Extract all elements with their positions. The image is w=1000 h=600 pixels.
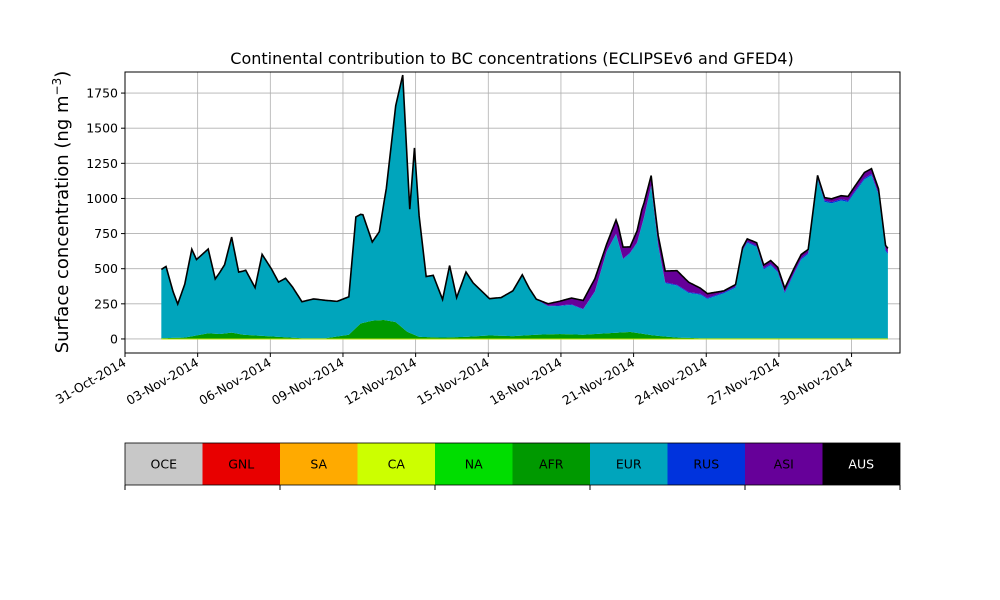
x-tick-label: 15-Nov-2014	[414, 355, 492, 408]
y-axis-label-main: Surface concentration (ng m	[52, 95, 73, 353]
legend: OCE GNL SA CA NA AFR EUR RUS ASI AUS	[124, 442, 901, 490]
legend-label: OCE	[151, 457, 178, 472]
x-axis: 31-Oct-201403-Nov-201406-Nov-201409-Nov-…	[53, 353, 855, 408]
legend-swatch-na	[435, 443, 513, 485]
y-tick-label: 250	[94, 296, 118, 311]
legend-label: CA	[388, 457, 406, 472]
y-tick-label: 1000	[86, 191, 118, 206]
legend-label: EUR	[616, 457, 642, 472]
legend-swatch-gnl	[202, 443, 280, 485]
y-axis-label-end: )	[52, 71, 73, 78]
x-tick-label: 06-Nov-2014	[196, 355, 274, 408]
plot-areas	[161, 75, 888, 339]
y-tick-label: 500	[94, 261, 118, 276]
x-tick-label: 24-Nov-2014	[632, 355, 710, 408]
area-afr	[161, 319, 888, 339]
y-tick-label: 1750	[86, 86, 118, 101]
legend-label: AFR	[539, 457, 564, 472]
x-tick-label: 31-Oct-2014	[53, 355, 129, 407]
plot-frame	[124, 71, 901, 354]
legend-swatch-oce	[125, 443, 203, 485]
legend-swatch-eur	[590, 443, 668, 485]
x-tick-label: 27-Nov-2014	[705, 355, 783, 408]
plot-outline	[160, 74, 889, 340]
legend-label: AUS	[848, 457, 874, 472]
legend-label: ASI	[774, 457, 794, 472]
y-axis-label-sup: −3	[50, 78, 64, 96]
x-tick-label: 12-Nov-2014	[342, 355, 420, 408]
legend-swatch-asi	[745, 443, 823, 485]
legend-label: NA	[465, 457, 483, 472]
area-eur	[161, 75, 888, 339]
x-tick-label: 18-Nov-2014	[487, 355, 565, 408]
y-tick-label: 0	[110, 331, 118, 346]
legend-label: RUS	[693, 457, 719, 472]
y-axis: 0 250 500 750 1000 1250 1500 1750	[86, 86, 125, 346]
legend-swatch-ca	[357, 443, 435, 485]
total-line	[160, 74, 889, 307]
x-tick-label: 03-Nov-2014	[124, 355, 202, 408]
x-tick-label: 21-Nov-2014	[560, 355, 638, 408]
y-tick-label: 1500	[86, 121, 118, 136]
legend-frame	[124, 442, 901, 486]
y-tick-label: 1250	[86, 156, 118, 171]
legend-swatch-afr	[512, 443, 590, 485]
y-axis-label: Surface concentration (ng m−3)	[50, 71, 73, 354]
legend-label: SA	[310, 457, 327, 472]
legend-swatch-aus	[822, 443, 900, 485]
y-tick-label: 750	[94, 226, 118, 241]
x-tick-label: 09-Nov-2014	[269, 355, 347, 408]
x-tick-label: 30-Nov-2014	[778, 355, 856, 408]
legend-label: GNL	[228, 457, 254, 472]
legend-swatch-rus	[667, 443, 745, 485]
chart-title: Continental contribution to BC concentra…	[230, 49, 793, 68]
legend-swatch-sa	[280, 443, 358, 485]
